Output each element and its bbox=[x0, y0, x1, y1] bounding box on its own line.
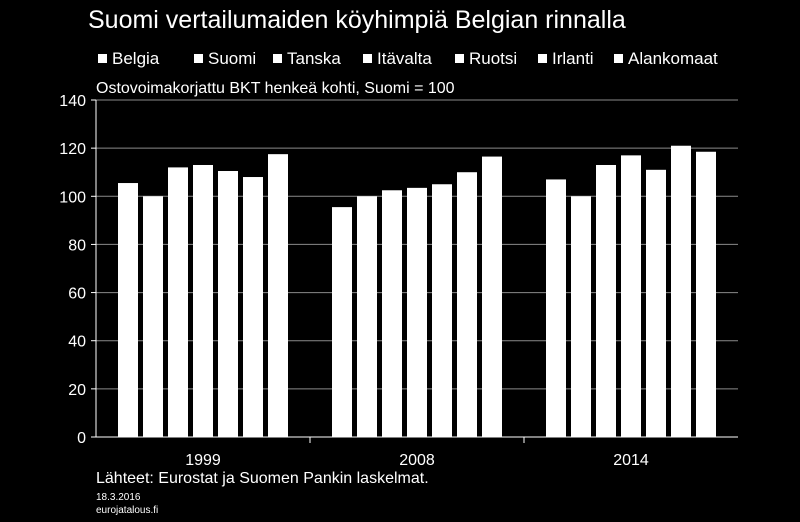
legend-swatch bbox=[98, 54, 107, 63]
y-tick-label: 40 bbox=[68, 334, 86, 351]
bar bbox=[671, 145, 691, 437]
y-tick-label: 80 bbox=[68, 237, 86, 254]
bar bbox=[696, 151, 716, 437]
bar bbox=[546, 179, 566, 437]
legend-swatch bbox=[273, 54, 282, 63]
bar bbox=[432, 184, 452, 437]
date-label: 18.3.2016 bbox=[96, 492, 141, 503]
legend-item: Tanska bbox=[273, 49, 341, 69]
bar bbox=[382, 190, 402, 437]
legend-item: Itävalta bbox=[363, 49, 432, 69]
bar bbox=[143, 196, 163, 437]
legend-item: Ruotsi bbox=[455, 49, 517, 69]
legend-label: Ruotsi bbox=[469, 49, 518, 68]
y-tick-label: 100 bbox=[59, 189, 86, 206]
bar bbox=[168, 167, 188, 437]
legend-item: Alankomaat bbox=[614, 49, 718, 69]
bar bbox=[332, 207, 352, 437]
legend-swatch bbox=[455, 54, 464, 63]
bar bbox=[118, 183, 138, 437]
x-tick-label: 2008 bbox=[399, 452, 435, 469]
bar bbox=[571, 196, 591, 437]
chart-subtitle: Ostovoimakorjattu BKT henkeä kohti, Suom… bbox=[96, 80, 455, 97]
bar bbox=[596, 164, 616, 437]
legend-swatch bbox=[194, 54, 203, 63]
legend-label: Tanska bbox=[287, 49, 341, 68]
x-tick-label: 1999 bbox=[185, 452, 221, 469]
legend-label: Irlanti bbox=[552, 49, 594, 68]
legend-item: Belgia bbox=[98, 49, 159, 69]
y-tick-label: 0 bbox=[77, 430, 86, 447]
site-label: eurojatalous.fi bbox=[96, 505, 159, 516]
bar bbox=[482, 156, 502, 437]
legend-label: Belgia bbox=[112, 49, 160, 68]
axes bbox=[91, 99, 738, 443]
bars bbox=[118, 145, 716, 438]
bar bbox=[357, 196, 377, 437]
x-tick-label: 2014 bbox=[613, 452, 649, 469]
y-tick-label: 120 bbox=[59, 141, 86, 158]
bar bbox=[457, 172, 477, 437]
tick-labels: 0 20 40 60 80 100 120 140 1999 2008 2014 bbox=[59, 93, 649, 469]
bar bbox=[407, 187, 427, 437]
bar bbox=[621, 155, 641, 437]
y-tick-label: 140 bbox=[59, 93, 86, 110]
bar bbox=[646, 169, 666, 438]
y-tick-label: 60 bbox=[68, 286, 86, 303]
bar-chart: 0 20 40 60 80 100 120 140 1999 2008 2014 bbox=[59, 93, 738, 469]
bar bbox=[268, 154, 288, 438]
legend-label: Alankomaat bbox=[628, 49, 718, 68]
source-note: Lähteet: Eurostat ja Suomen Pankin laske… bbox=[96, 470, 429, 487]
bar bbox=[193, 164, 213, 437]
chart-title: Suomi vertailumaiden köyhimpiä Belgian r… bbox=[88, 6, 626, 34]
legend-label: Suomi bbox=[208, 49, 257, 68]
legend-item: Suomi bbox=[194, 49, 256, 69]
bar bbox=[243, 177, 263, 437]
bar bbox=[218, 171, 238, 437]
legend-swatch bbox=[538, 54, 547, 63]
legend-label: Itävalta bbox=[377, 49, 432, 68]
legend-swatch bbox=[614, 54, 623, 63]
legend-swatch bbox=[363, 54, 372, 63]
y-tick-label: 20 bbox=[68, 382, 86, 399]
legend-item: Irlanti bbox=[538, 49, 594, 69]
